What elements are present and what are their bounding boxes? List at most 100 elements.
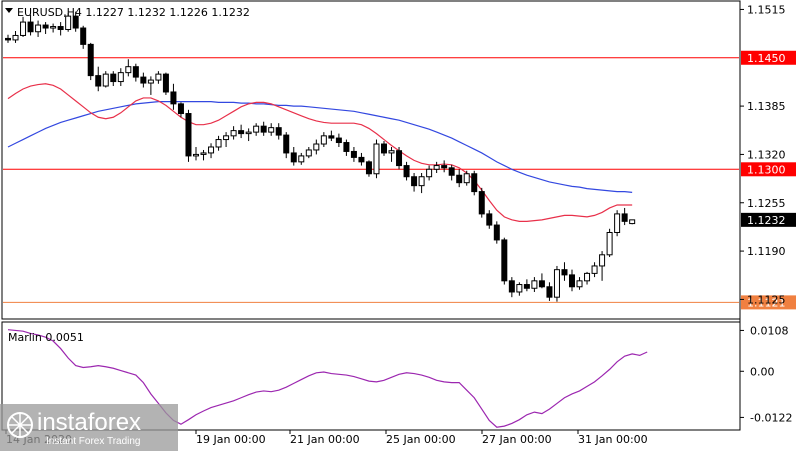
watermark-brand: instaforex <box>37 409 141 436</box>
candle-body <box>365 161 372 175</box>
candle <box>403 161 410 181</box>
candle <box>65 13 72 32</box>
candle <box>208 143 215 159</box>
candle-body <box>125 66 132 74</box>
candle <box>260 121 267 136</box>
candle-body <box>531 280 538 289</box>
candle <box>200 149 207 161</box>
candle <box>441 160 448 173</box>
candle-body <box>553 269 560 298</box>
candle <box>531 277 538 292</box>
candle <box>365 160 372 177</box>
candle-body <box>200 152 207 155</box>
candle <box>290 146 297 166</box>
candle <box>147 76 154 95</box>
candle-body <box>42 24 49 29</box>
candle-body <box>80 27 87 45</box>
candle <box>358 152 365 166</box>
candle-body <box>396 150 403 167</box>
candle-body <box>381 143 387 154</box>
ma-slow-line <box>7 101 633 193</box>
candle <box>117 68 124 87</box>
moving-averages <box>7 83 633 222</box>
candle-body <box>275 127 282 136</box>
level-label: 1.1121 <box>747 296 786 309</box>
price-tick-label: 1.1385 <box>747 100 786 113</box>
candle <box>561 262 568 281</box>
candle-body <box>110 73 117 83</box>
oscillator-tick-label: 0.0108 <box>750 324 789 337</box>
candle-body <box>27 21 34 33</box>
candle-body <box>185 113 192 157</box>
candle-body <box>478 191 485 215</box>
candle-body <box>320 135 327 145</box>
candle <box>20 16 27 37</box>
instaforex-logo-icon <box>7 412 33 438</box>
candle <box>576 277 583 290</box>
candle-body <box>230 130 237 137</box>
candle-body <box>57 26 64 31</box>
candle <box>493 221 500 244</box>
candle-body <box>501 239 508 282</box>
candle <box>80 25 87 49</box>
candle-body <box>591 265 598 274</box>
candle-body <box>373 143 380 175</box>
candle-body <box>456 174 463 184</box>
candle <box>215 135 222 151</box>
candle <box>185 109 192 162</box>
candle-body <box>508 280 515 293</box>
candle-body <box>523 284 530 289</box>
oscillator-tick-label: -0.0122 <box>750 411 792 424</box>
current-price-box <box>741 212 796 227</box>
candle <box>396 146 403 170</box>
candle <box>87 42 94 81</box>
candle-body <box>147 79 154 84</box>
level-label: 1.1450 <box>747 52 786 65</box>
candle-body <box>170 91 177 105</box>
candle-body <box>441 165 448 169</box>
candle-body <box>268 127 275 133</box>
time-tick-label: 19 Jan 00:00 <box>196 433 266 446</box>
candle-body <box>546 286 553 298</box>
candle-body <box>621 213 628 222</box>
dropdown-triangle-icon[interactable] <box>5 8 13 13</box>
candle <box>426 165 433 181</box>
candle <box>298 152 305 165</box>
candle <box>523 279 530 292</box>
horizontal-levels: 1.1450 1.1300 1.1121 <box>3 50 796 310</box>
candle <box>614 210 621 237</box>
candle <box>629 219 636 225</box>
candle <box>125 59 132 77</box>
candle-body <box>561 269 568 276</box>
candle <box>343 139 350 156</box>
candle-body <box>177 103 184 115</box>
candle <box>102 71 109 88</box>
candle-body <box>162 73 169 93</box>
candle-body <box>599 254 606 267</box>
candle-body <box>584 272 591 282</box>
candle <box>57 22 64 36</box>
ma-fast-line <box>7 83 633 222</box>
level-label-box <box>741 50 796 65</box>
candle-body <box>290 152 297 163</box>
candle <box>110 71 117 87</box>
candle-body <box>260 125 267 133</box>
candle <box>516 282 523 296</box>
candle <box>238 124 245 139</box>
candle-body <box>471 173 478 193</box>
candle <box>132 63 139 82</box>
candle-body <box>629 219 636 225</box>
candle-body <box>350 150 357 158</box>
candle <box>606 228 613 258</box>
candle <box>553 265 560 302</box>
candle <box>162 72 169 95</box>
candle-body <box>426 168 433 178</box>
candle <box>283 132 290 159</box>
candle <box>155 71 162 84</box>
candle-body <box>72 15 79 29</box>
candle-body <box>102 73 109 87</box>
candle-body <box>538 280 545 288</box>
candle-body <box>65 15 72 31</box>
candle <box>433 161 440 174</box>
